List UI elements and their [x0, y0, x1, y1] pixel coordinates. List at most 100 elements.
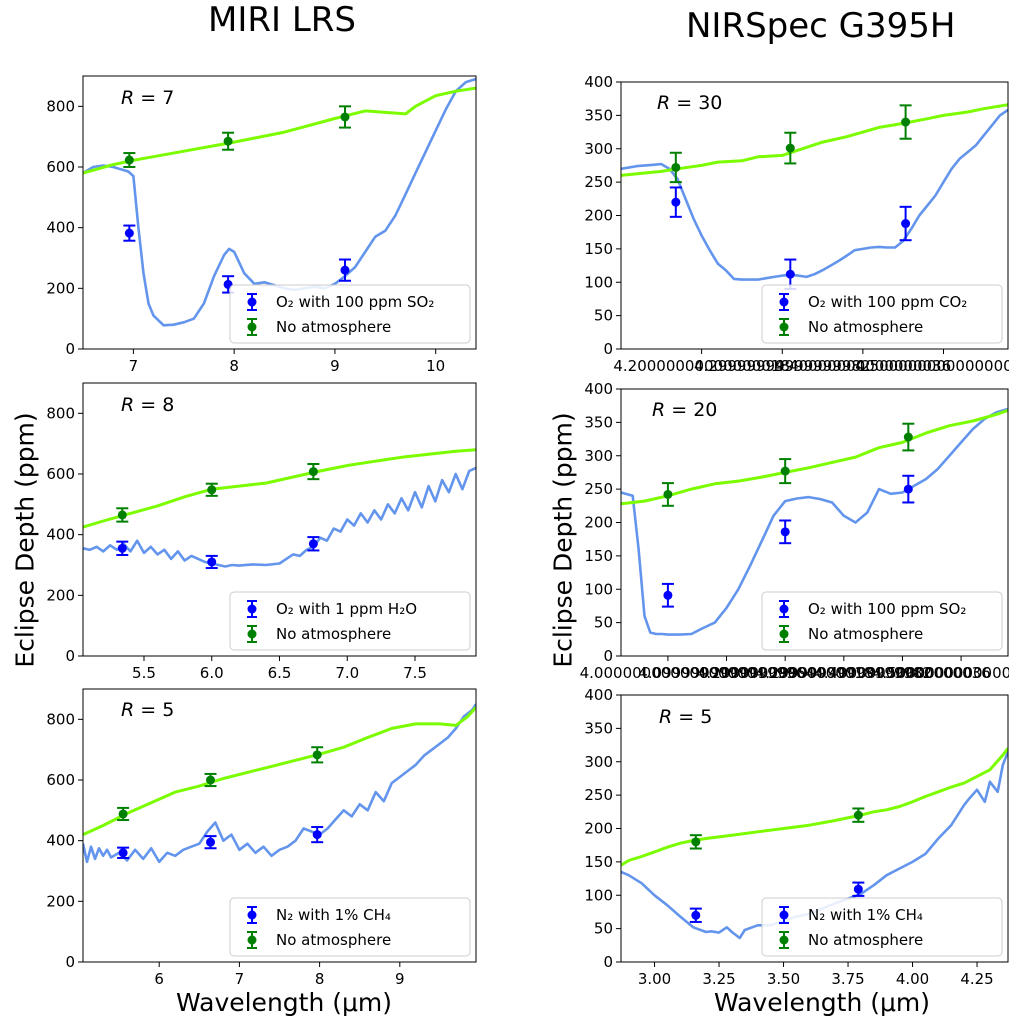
chart-panel-2: 4.200000000000000184.299999999999999824.… — [584, 73, 1009, 375]
data-point — [780, 527, 790, 537]
data-point — [671, 162, 681, 172]
y-tick-label: 350 — [584, 719, 613, 737]
x-tick-label: 7 — [235, 970, 245, 988]
y-axis-label-left-wrap: Eclipse Depth (ppm) — [0, 410, 50, 670]
resolution-symbol: R — [659, 706, 672, 728]
y-tick-label: 600 — [46, 771, 75, 789]
x-tick-label: 4.00000000000000000 — [580, 664, 757, 682]
x-tick-label: 4.00 — [896, 970, 929, 988]
resolution-value: = 7 — [134, 87, 174, 109]
data-point — [785, 143, 795, 153]
y-tick-label: 50 — [594, 307, 613, 325]
y-tick-label: 200 — [584, 207, 613, 225]
y-tick-label: 50 — [594, 614, 613, 632]
resolution-symbol: R — [121, 394, 134, 416]
data-point — [207, 557, 217, 567]
x-tick-label: 4.20000000000000018 — [697, 664, 874, 682]
legend-label: O₂ with 100 ppm SO₂ — [808, 600, 966, 618]
data-point — [785, 269, 795, 279]
y-tick-label: 250 — [584, 480, 613, 498]
model-spectrum-line — [83, 77, 476, 327]
data-point — [206, 837, 216, 847]
legend: O₂ with 1 ppm H₂O No atmosphere — [229, 591, 471, 651]
column-title-nirspec: NIRSpec G395H — [686, 6, 956, 46]
x-tick-label: 7.5 — [403, 664, 427, 682]
x-tick-label: 7.0 — [335, 664, 359, 682]
y-tick-label: 100 — [584, 580, 613, 598]
y-tick-label: 200 — [584, 820, 613, 838]
legend-marker — [247, 604, 257, 614]
data-point — [663, 489, 673, 499]
chart-panel-3: 5.5 6.0 6.5 7.0 7.5 0 200 400 600 800 R = 8 O₂ with… — [46, 382, 477, 682]
data-point — [903, 484, 913, 494]
data-point — [691, 910, 701, 920]
legend-box — [229, 284, 471, 344]
no-atmosphere-line — [621, 103, 1008, 177]
x-tick-label: 4.29999999999999982 — [694, 357, 871, 375]
x-tick-label: 9 — [395, 970, 405, 988]
x-tick-label: 6 — [154, 970, 164, 988]
legend-marker — [779, 297, 789, 307]
x-tick-label: 4.50000000000000000 — [873, 664, 1009, 682]
legend-marker — [779, 935, 789, 945]
x-axis-label-left: Wavelength (μm) — [176, 988, 393, 1017]
x-tick-label: 10 — [426, 357, 445, 375]
legend-marker — [779, 322, 789, 332]
x-tick-label: 3.00 — [638, 970, 671, 988]
model-spectrum-line — [83, 703, 476, 864]
data-point — [312, 830, 322, 840]
y-axis-label-right: Eclipse Depth (ppm) — [548, 412, 578, 668]
y-tick-label: 150 — [584, 547, 613, 565]
x-tick-label: 3.50 — [767, 970, 800, 988]
legend-marker — [247, 629, 257, 639]
legend-box — [229, 591, 471, 651]
legend-label: O₂ with 1 ppm H₂O — [276, 600, 417, 618]
data-point — [117, 510, 127, 520]
chart-panel-1: 7 8 9 10 0 200 400 600 800 R = 7 O₂ with 100 ppm S… — [46, 75, 477, 375]
resolution-value: = 5 — [672, 706, 712, 728]
y-tick-label: 150 — [584, 853, 613, 871]
y-tick-label: 0 — [603, 953, 613, 971]
legend-marker — [779, 604, 789, 614]
x-tick-label: 6.5 — [268, 664, 292, 682]
y-tick-label: 0 — [603, 647, 613, 665]
legend-label: N₂ with 1% CH₄ — [276, 906, 391, 924]
legend-label: O₂ with 100 ppm SO₂ — [276, 293, 434, 311]
resolution-value: = 5 — [134, 699, 174, 721]
y-tick-label: 350 — [584, 106, 613, 124]
y-axis-label-right-wrap: Eclipse Depth (ppm) — [538, 410, 588, 670]
y-tick-label: 600 — [46, 465, 75, 483]
data-point — [223, 136, 233, 146]
legend: O₂ with 100 ppm SO₂ No atmosphere — [761, 591, 1003, 651]
chart-panel-6: 3.00 3.25 3.50 3.75 4.00 4.25 0 50 100 150 200 250 3… — [584, 686, 1009, 988]
x-tick-label: 5.5 — [132, 664, 156, 682]
legend-box — [229, 897, 471, 957]
data-point — [663, 590, 673, 600]
legend-label: O₂ with 100 ppm CO₂ — [808, 293, 967, 311]
x-tick-label: 4.50000000000000000 — [855, 357, 1009, 375]
resolution-symbol: R — [657, 92, 670, 114]
plot-area — [83, 703, 476, 864]
resolution-symbol: R — [121, 87, 134, 109]
data-point — [853, 810, 863, 820]
x-tick-label: 7 — [129, 357, 139, 375]
x-tick-label: 4.40000000000000036 — [814, 664, 991, 682]
plot-area — [83, 77, 476, 327]
y-tick-label: 400 — [584, 380, 613, 398]
resolution-value: = 30 — [670, 92, 722, 114]
y-tick-label: 200 — [46, 279, 75, 297]
resolution-label: R = 30 — [657, 92, 722, 114]
y-tick-label: 250 — [584, 786, 613, 804]
plot-area — [621, 407, 1008, 636]
legend-label: No atmosphere — [276, 625, 391, 643]
axes-frame — [82, 688, 477, 963]
legend: O₂ with 100 ppm SO₂ No atmosphere — [229, 284, 471, 344]
model-spectrum-line — [83, 466, 476, 568]
y-tick-label: 150 — [584, 240, 613, 258]
x-tick-label: 4.09999999999999964 — [638, 664, 815, 682]
data-point — [853, 884, 863, 894]
y-tick-label: 350 — [584, 413, 613, 431]
data-point — [118, 848, 128, 858]
y-axis-label-left: Eclipse Depth (ppm) — [10, 412, 40, 668]
